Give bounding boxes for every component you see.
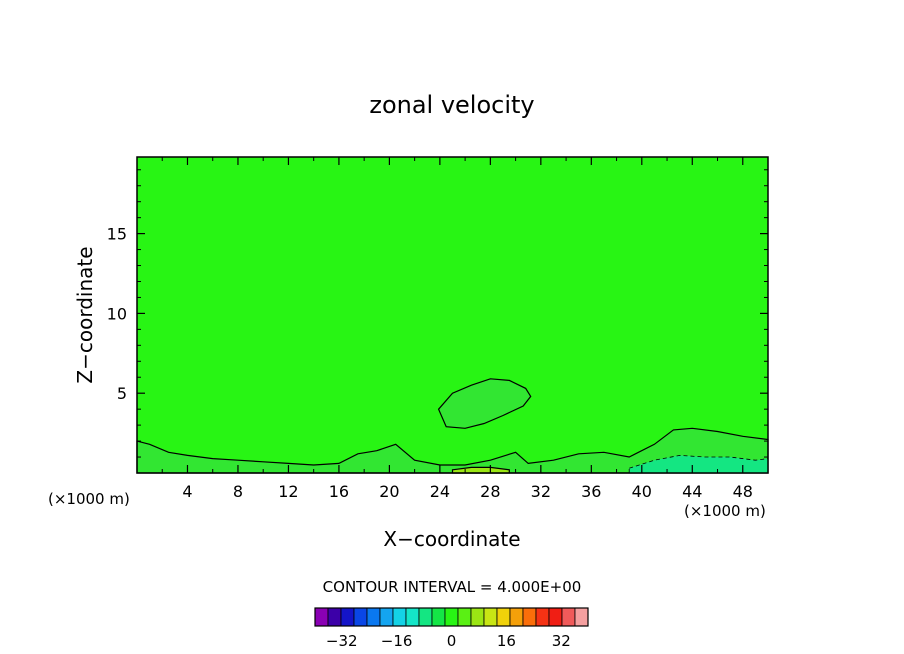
colorbar-swatch — [418, 607, 433, 627]
x-tick-label: 4 — [182, 482, 192, 501]
colorbar-swatch — [314, 607, 329, 627]
y-tick-label: 15 — [107, 225, 127, 244]
axis-ticks — [137, 157, 768, 473]
colorbar-swatch — [483, 607, 498, 627]
contour-interval-label: CONTOUR INTERVAL = 4.000E+00 — [323, 578, 582, 596]
colorbar-tick-label: 0 — [447, 632, 457, 650]
y-tick-labels: 5 10 15 — [107, 225, 127, 404]
colorbar-swatch — [405, 607, 420, 627]
x-unit-right: (×1000 m) — [684, 502, 766, 520]
x-tick-labels: 4 8 12 16 20 24 28 32 36 40 44 48 — [182, 482, 753, 501]
colorbar-swatch — [522, 607, 537, 627]
x-tick-label: 24 — [430, 482, 450, 501]
colorbar-swatch — [431, 607, 446, 627]
colorbar-swatch — [496, 607, 511, 627]
colorbar-swatch — [470, 607, 485, 627]
x-tick-label: 36 — [581, 482, 601, 501]
colorbar-tick-label: 32 — [552, 632, 571, 650]
colorbar-swatch — [548, 607, 563, 627]
x-tick-label: 12 — [278, 482, 298, 501]
plot-frame — [136, 156, 769, 474]
x-axis-label: X−coordinate — [383, 527, 520, 551]
colorbar-swatch — [444, 607, 459, 627]
x-tick-label: 32 — [531, 482, 551, 501]
y-axis-label: Z−coordinate — [73, 246, 97, 383]
x-unit-left: (×1000 m) — [48, 490, 130, 508]
contour-upper-blob — [437, 378, 532, 429]
x-tick-label: 8 — [233, 482, 243, 501]
contour-positive-core — [451, 466, 510, 474]
colorbar-tick-label: −32 — [326, 632, 358, 650]
x-tick-label: 28 — [480, 482, 500, 501]
x-tick-label: 44 — [682, 482, 702, 501]
colorbar-swatch — [340, 607, 355, 627]
chart-title: zonal velocity — [369, 91, 534, 119]
y-tick-label: 10 — [107, 304, 127, 323]
colorbar-tick-label: −16 — [381, 632, 413, 650]
x-tick-label: 16 — [329, 482, 349, 501]
colorbar-swatch — [457, 607, 472, 627]
x-tick-label: 48 — [733, 482, 753, 501]
colorbar-swatch — [353, 607, 368, 627]
colorbar-swatch — [574, 607, 589, 627]
colorbar-swatch — [392, 607, 407, 627]
colorbar-swatch — [535, 607, 550, 627]
colorbar-swatch — [379, 607, 394, 627]
colorbar — [314, 607, 589, 627]
plot-area — [136, 156, 769, 474]
colorbar-swatch — [327, 607, 342, 627]
colorbar-frame — [314, 607, 589, 627]
x-tick-label: 20 — [379, 482, 399, 501]
colorbar-swatch — [509, 607, 524, 627]
colorbar-tick-label: 16 — [497, 632, 516, 650]
colorbar-tick-labels: −32 −16 0 16 32 — [326, 632, 571, 650]
colorbar-swatch — [561, 607, 576, 627]
x-tick-label: 40 — [632, 482, 652, 501]
y-tick-label: 5 — [117, 384, 127, 403]
colorbar-swatch — [366, 607, 381, 627]
contour-features — [136, 378, 769, 474]
contour-surface-layer — [136, 427, 769, 474]
